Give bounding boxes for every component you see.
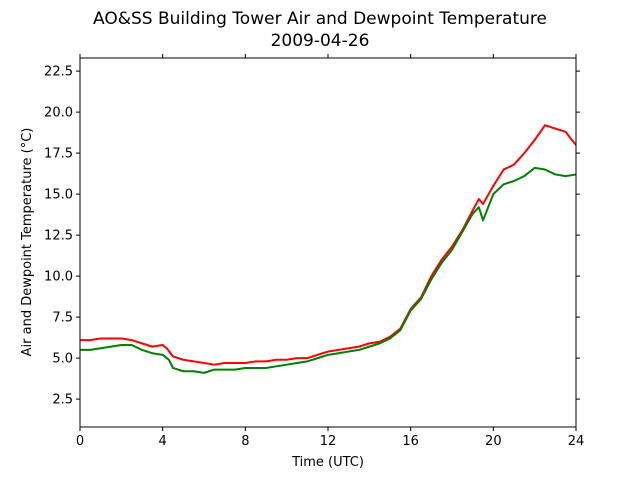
y-tick-label: 2.5 (52, 393, 73, 408)
series-layer (80, 124, 577, 374)
y-tick-label: 20.0 (44, 106, 73, 121)
plot-area-frame (79, 57, 577, 428)
y-tick-label: 15.0 (44, 188, 73, 203)
y-tick-label: 22.5 (44, 65, 73, 80)
y-axis-label: Air and Dewpoint Temperature (°C) (20, 128, 35, 357)
x-tick-label: 16 (402, 434, 419, 449)
series-line-1 (80, 124, 577, 366)
chart-subtitle: 2009-04-26 (271, 31, 370, 51)
x-tick-label: 4 (159, 434, 167, 449)
y-tick-label: 5.0 (52, 352, 73, 367)
y-tick-label: 7.5 (52, 311, 73, 326)
y-tick-label: 12.5 (44, 229, 73, 244)
x-tick-label: 0 (76, 434, 84, 449)
series-line-2 (80, 166, 577, 374)
x-tick-label: 8 (241, 434, 249, 449)
y-tick-label: 10.0 (44, 270, 73, 285)
ticks-layer: 0 4 8 12 16 20 24 2.5 5.0 7.5 10.0 12.5 15.0 17.5 20.0… (44, 54, 584, 449)
x-tick-label: 20 (485, 434, 502, 449)
x-axis-label: Time (UTC) (291, 455, 364, 470)
x-tick-label: 24 (568, 434, 585, 449)
y-tick-label: 17.5 (44, 147, 73, 162)
chart-title: AO&SS Building Tower Air and Dewpoint Te… (93, 9, 547, 29)
x-tick-label: 12 (320, 434, 337, 449)
